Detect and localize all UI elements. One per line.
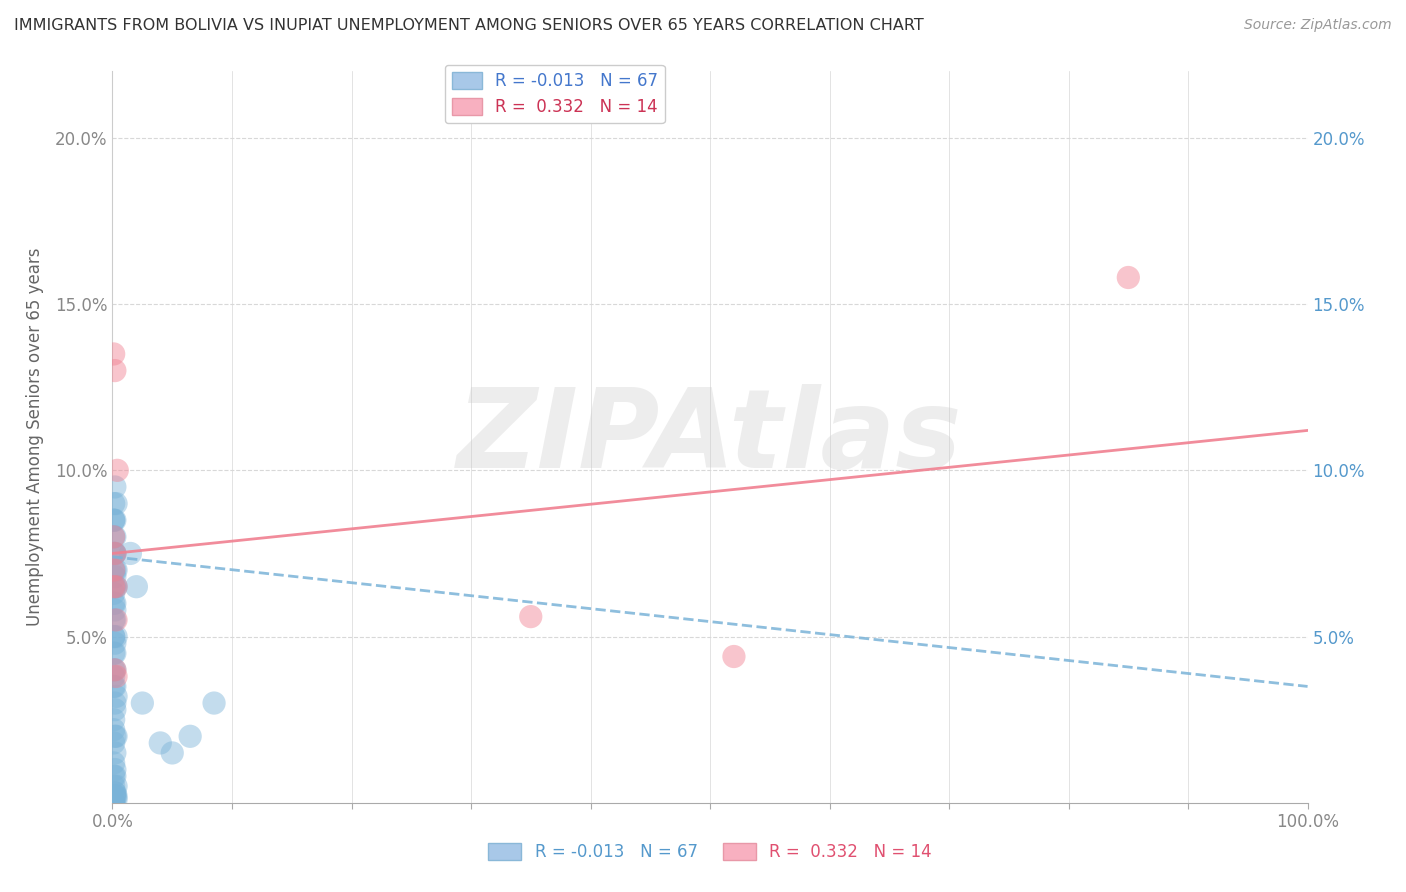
Legend: R = -0.013   N = 67, R =  0.332   N = 14: R = -0.013 N = 67, R = 0.332 N = 14 <box>444 65 665 123</box>
Point <box>104 789 127 804</box>
Point <box>103 580 125 594</box>
Point <box>104 546 127 560</box>
Point <box>103 513 125 527</box>
Point <box>103 347 125 361</box>
Point <box>105 690 128 704</box>
Point <box>104 786 127 800</box>
Point <box>125 580 148 594</box>
Point <box>104 646 127 660</box>
Point <box>104 769 127 783</box>
Point <box>520 609 543 624</box>
Point <box>104 570 127 584</box>
Text: IMMIGRANTS FROM BOLIVIA VS INUPIAT UNEMPLOYMENT AMONG SENIORS OVER 65 YEARS CORR: IMMIGRANTS FROM BOLIVIA VS INUPIAT UNEMP… <box>14 18 924 33</box>
Point <box>103 497 125 511</box>
Text: Source: ZipAtlas.com: Source: ZipAtlas.com <box>1244 18 1392 32</box>
Point <box>1118 270 1140 285</box>
Point <box>105 630 128 644</box>
Point <box>103 613 125 627</box>
Point <box>105 792 128 806</box>
Point <box>103 530 125 544</box>
Point <box>104 546 127 560</box>
Point <box>104 603 127 617</box>
Point <box>105 463 128 477</box>
Point <box>104 580 127 594</box>
Point <box>103 796 125 810</box>
Point <box>103 563 125 577</box>
Point <box>105 779 128 793</box>
Point <box>103 596 125 610</box>
Point <box>103 580 125 594</box>
Point <box>104 746 127 760</box>
Text: ZIPAtlas: ZIPAtlas <box>457 384 963 491</box>
Point <box>103 630 125 644</box>
Point <box>202 696 225 710</box>
Point <box>105 563 128 577</box>
Point <box>105 729 128 743</box>
Point <box>104 789 127 804</box>
Point <box>104 763 127 777</box>
Point <box>105 613 128 627</box>
Point <box>149 736 172 750</box>
Point <box>104 546 127 560</box>
Point <box>120 546 142 560</box>
Point <box>104 729 127 743</box>
Point <box>103 546 125 560</box>
Point <box>103 669 125 683</box>
Point <box>104 513 127 527</box>
Point <box>179 729 201 743</box>
Point <box>103 513 125 527</box>
Point <box>104 563 127 577</box>
Point <box>104 596 127 610</box>
Point <box>105 580 128 594</box>
Point <box>103 796 125 810</box>
Point <box>104 663 127 677</box>
Point <box>103 736 125 750</box>
Point <box>105 497 128 511</box>
Point <box>103 630 125 644</box>
Point <box>103 563 125 577</box>
Point <box>103 796 125 810</box>
Point <box>105 580 128 594</box>
Point <box>103 530 125 544</box>
Point <box>103 756 125 770</box>
Point <box>103 769 125 783</box>
Point <box>104 636 127 650</box>
Point <box>104 480 127 494</box>
Point <box>104 530 127 544</box>
Point <box>103 779 125 793</box>
Point <box>131 696 153 710</box>
Point <box>162 746 183 760</box>
Point <box>103 796 125 810</box>
Point <box>104 613 127 627</box>
Point <box>105 789 128 804</box>
Point <box>103 586 125 600</box>
Point <box>105 669 128 683</box>
Point <box>104 696 127 710</box>
Point <box>104 363 127 377</box>
Point <box>103 663 125 677</box>
Point <box>103 646 125 660</box>
Y-axis label: Unemployment Among Seniors over 65 years: Unemployment Among Seniors over 65 years <box>25 248 44 626</box>
Point <box>104 703 127 717</box>
Point <box>104 663 127 677</box>
Point <box>723 649 745 664</box>
Point <box>103 713 125 727</box>
Point <box>104 680 127 694</box>
Point <box>104 786 127 800</box>
Point <box>103 680 125 694</box>
Point <box>103 723 125 737</box>
